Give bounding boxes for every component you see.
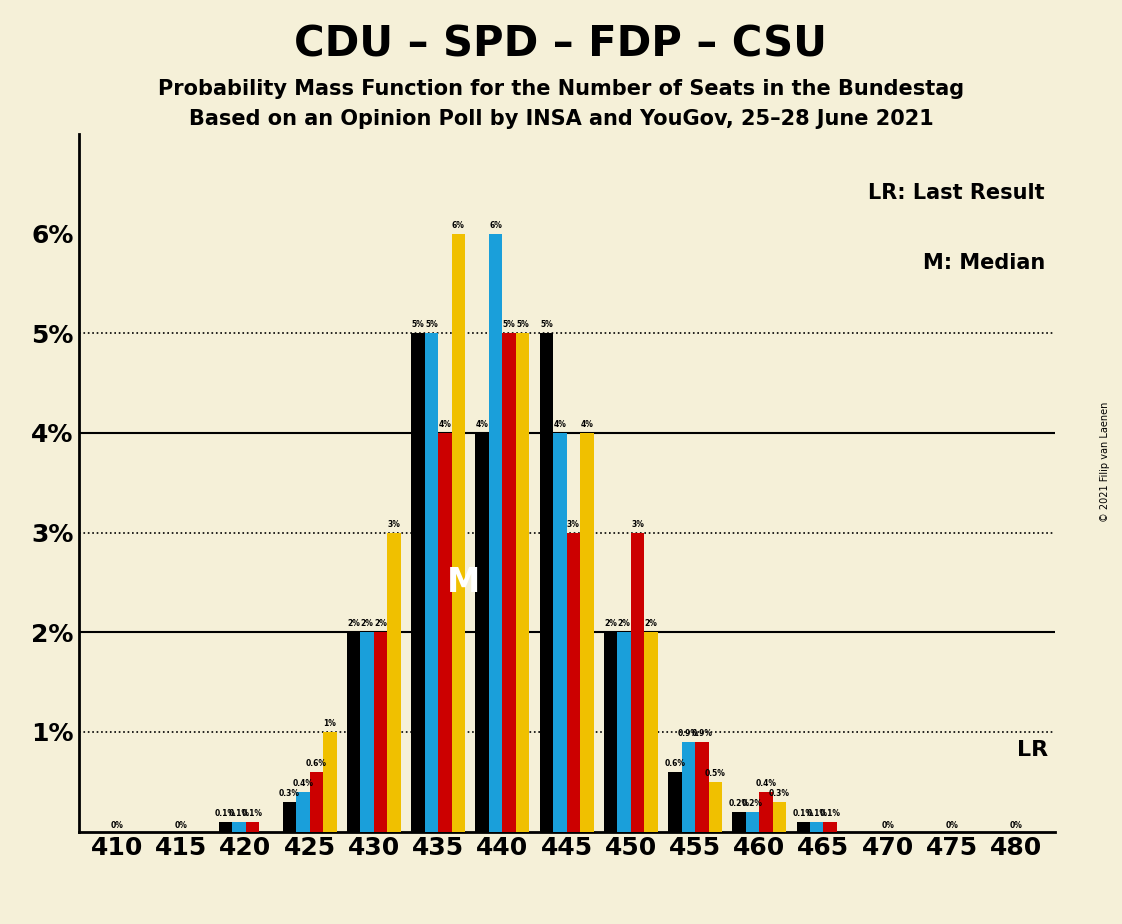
Text: 6%: 6%	[489, 221, 502, 230]
Bar	[246, 821, 259, 832]
Bar	[540, 334, 553, 832]
Text: 0.1%: 0.1%	[214, 808, 236, 818]
Bar	[760, 792, 773, 832]
Text: 3%: 3%	[567, 519, 580, 529]
Bar	[617, 632, 631, 832]
Text: 1%: 1%	[323, 719, 337, 728]
Bar	[797, 821, 810, 832]
Text: 3%: 3%	[388, 519, 401, 529]
Text: 0.6%: 0.6%	[664, 759, 686, 768]
Text: 0.6%: 0.6%	[306, 759, 327, 768]
Bar	[476, 433, 489, 832]
Text: 0.4%: 0.4%	[293, 779, 313, 788]
Text: 0.1%: 0.1%	[241, 808, 263, 818]
Text: 0.4%: 0.4%	[755, 779, 776, 788]
Bar	[425, 334, 439, 832]
Bar	[489, 234, 503, 832]
Text: 0%: 0%	[175, 821, 187, 830]
Bar	[360, 632, 374, 832]
Text: 0.3%: 0.3%	[279, 789, 300, 797]
Text: 2%: 2%	[604, 619, 617, 628]
Text: 2%: 2%	[645, 619, 657, 628]
Bar	[296, 792, 310, 832]
Text: Probability Mass Function for the Number of Seats in the Bundestag: Probability Mass Function for the Number…	[158, 79, 964, 99]
Text: 0.1%: 0.1%	[228, 808, 249, 818]
Text: 5%: 5%	[412, 321, 424, 329]
Bar	[604, 632, 617, 832]
Bar	[580, 433, 594, 832]
Bar	[516, 334, 530, 832]
Bar	[283, 802, 296, 832]
Bar	[387, 532, 401, 832]
Text: 5%: 5%	[540, 321, 553, 329]
Text: 3%: 3%	[632, 519, 644, 529]
Text: M: Median: M: Median	[922, 252, 1045, 273]
Text: 0.5%: 0.5%	[705, 769, 726, 778]
Bar	[695, 742, 708, 832]
Bar	[553, 433, 567, 832]
Bar	[503, 334, 516, 832]
Bar	[219, 821, 232, 832]
Text: 4%: 4%	[476, 420, 488, 429]
Text: LR: Last Result: LR: Last Result	[868, 183, 1045, 202]
Bar	[411, 334, 425, 832]
Text: 0.9%: 0.9%	[691, 729, 712, 738]
Text: 0%: 0%	[946, 821, 958, 830]
Text: 0.1%: 0.1%	[807, 808, 827, 818]
Text: M: M	[448, 565, 480, 599]
Bar	[746, 811, 760, 832]
Bar	[708, 782, 723, 832]
Bar	[452, 234, 466, 832]
Text: 0.1%: 0.1%	[793, 808, 813, 818]
Text: 0.1%: 0.1%	[820, 808, 840, 818]
Bar	[567, 532, 580, 832]
Text: 0.9%: 0.9%	[678, 729, 699, 738]
Bar	[681, 742, 695, 832]
Text: 5%: 5%	[503, 321, 515, 329]
Text: 0.2%: 0.2%	[728, 798, 749, 808]
Text: 2%: 2%	[348, 619, 360, 628]
Bar	[347, 632, 360, 832]
Bar	[773, 802, 787, 832]
Text: CDU – SPD – FDP – CSU: CDU – SPD – FDP – CSU	[294, 23, 828, 65]
Text: LR: LR	[1018, 740, 1048, 760]
Bar	[733, 811, 746, 832]
Bar	[374, 632, 387, 832]
Bar	[668, 772, 681, 832]
Text: 0.3%: 0.3%	[769, 789, 790, 797]
Text: 5%: 5%	[425, 321, 438, 329]
Text: 6%: 6%	[452, 221, 465, 230]
Bar	[439, 433, 452, 832]
Text: 2%: 2%	[375, 619, 387, 628]
Bar	[810, 821, 824, 832]
Text: 4%: 4%	[553, 420, 567, 429]
Text: © 2021 Filip van Laenen: © 2021 Filip van Laenen	[1101, 402, 1110, 522]
Bar	[644, 632, 657, 832]
Text: 0.2%: 0.2%	[742, 798, 763, 808]
Bar	[232, 821, 246, 832]
Text: 4%: 4%	[580, 420, 594, 429]
Text: 4%: 4%	[439, 420, 451, 429]
Bar	[824, 821, 837, 832]
Bar	[310, 772, 323, 832]
Text: 0%: 0%	[881, 821, 894, 830]
Text: 5%: 5%	[516, 321, 528, 329]
Text: 2%: 2%	[361, 619, 374, 628]
Text: Based on an Opinion Poll by INSA and YouGov, 25–28 June 2021: Based on an Opinion Poll by INSA and You…	[188, 109, 934, 129]
Text: 0%: 0%	[111, 821, 123, 830]
Bar	[631, 532, 644, 832]
Bar	[323, 732, 337, 832]
Text: 0%: 0%	[1010, 821, 1022, 830]
Text: 2%: 2%	[617, 619, 631, 628]
